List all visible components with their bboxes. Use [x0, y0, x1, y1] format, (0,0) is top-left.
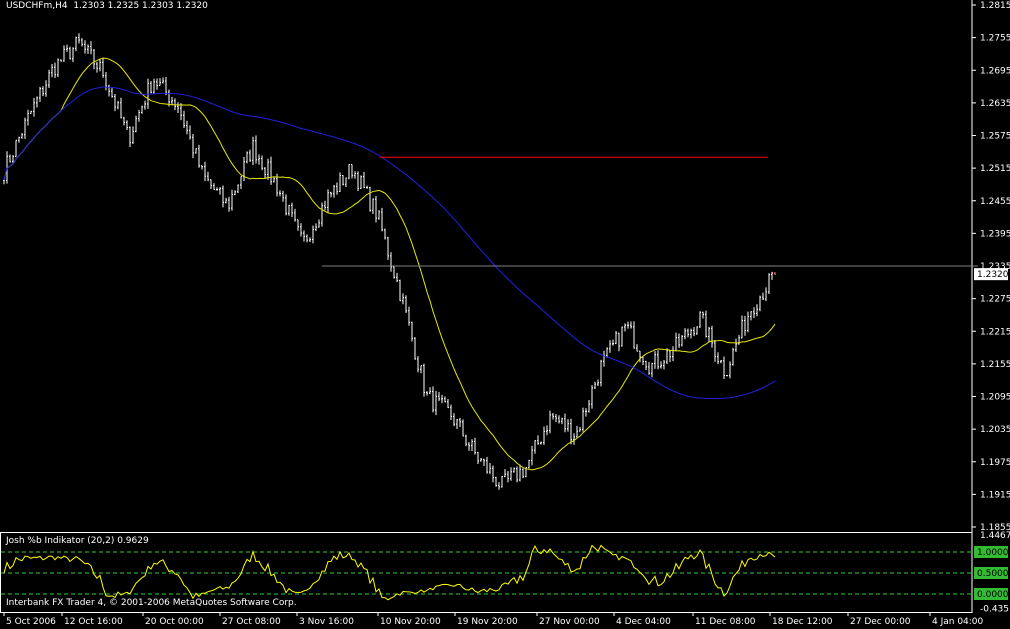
indicator-level-label: 0.0000	[977, 590, 1009, 600]
indicator-level-label: 0.5000	[977, 569, 1009, 579]
indicator-level-box	[974, 588, 1008, 600]
x-tick-label: 11 Dec 08:00	[695, 617, 756, 627]
indicator-y-label: -0.435	[980, 604, 1009, 614]
indicator-line	[3, 544, 776, 601]
y-tick-label: 1.1975	[980, 458, 1010, 468]
y-tick-label: 1.2695	[980, 66, 1010, 76]
y-tick-label: 1.2335	[980, 262, 1010, 272]
current-price-box	[974, 268, 1008, 281]
current-price-label: 1.2320	[977, 270, 1009, 280]
indicator-level-box	[974, 567, 1008, 579]
y-tick-label: 1.2035	[980, 425, 1010, 435]
ma-fast-line	[3, 57, 776, 471]
indicator-level-box	[974, 546, 1008, 558]
x-tick-label: 4 Jan 04:00	[932, 617, 984, 627]
x-tick-label: 20 Oct 00:00	[145, 617, 204, 627]
y-tick-label: 1.2635	[980, 99, 1010, 109]
ohlc-bars	[3, 33, 776, 490]
y-tick-label: 1.2275	[980, 295, 1010, 305]
y-tick-label: 1.2515	[980, 164, 1010, 174]
ohlc-readout: 1.2303 1.2325 1.2303 1.2320	[73, 1, 208, 11]
y-tick-label: 1.2095	[980, 393, 1010, 403]
x-tick-label: 10 Nov 20:00	[380, 617, 441, 627]
x-tick-label: 19 Nov 20:00	[457, 617, 518, 627]
indicator-title: Josh %b Indikator (20,2) 0.9629	[6, 536, 149, 546]
y-tick-label: 1.1855	[980, 523, 1010, 533]
y-tick-label: 1.2455	[980, 197, 1010, 207]
symbol-title: USDCHFm,H4	[6, 1, 68, 11]
x-tick-label: 27 Oct 08:00	[222, 617, 281, 627]
x-tick-label: 4 Dec 04:00	[616, 617, 671, 627]
indicator-level-label: 1.0000	[977, 548, 1009, 558]
x-tick-label: 27 Nov 00:00	[539, 617, 600, 627]
x-tick-label: 5 Oct 2006	[6, 617, 56, 627]
y-tick-label: 1.2755	[980, 34, 1010, 44]
x-tick-label: 3 Nov 16:00	[299, 617, 354, 627]
y-tick-label: 1.2155	[980, 360, 1010, 370]
y-tick-label: 1.1915	[980, 490, 1010, 500]
y-tick-label: 1.2215	[980, 327, 1010, 337]
x-tick-label: 18 Dec 12:00	[772, 617, 833, 627]
x-tick-label: 27 Dec 00:00	[850, 617, 911, 627]
y-tick-label: 1.2395	[980, 229, 1010, 239]
copyright-text: Interbank FX Trader 4, © 2001-2006 MetaQ…	[6, 598, 297, 608]
ma-slow-line	[3, 86, 776, 400]
chart-title: USDCHFm,H4 1.2303 1.2325 1.2303 1.2320	[6, 1, 208, 11]
y-tick-label: 1.2575	[980, 132, 1010, 142]
y-tick-label: 1.2815	[980, 1, 1010, 11]
indicator-y-label: 1.4467	[980, 531, 1010, 541]
x-tick-label: 12 Oct 16:00	[64, 617, 123, 627]
